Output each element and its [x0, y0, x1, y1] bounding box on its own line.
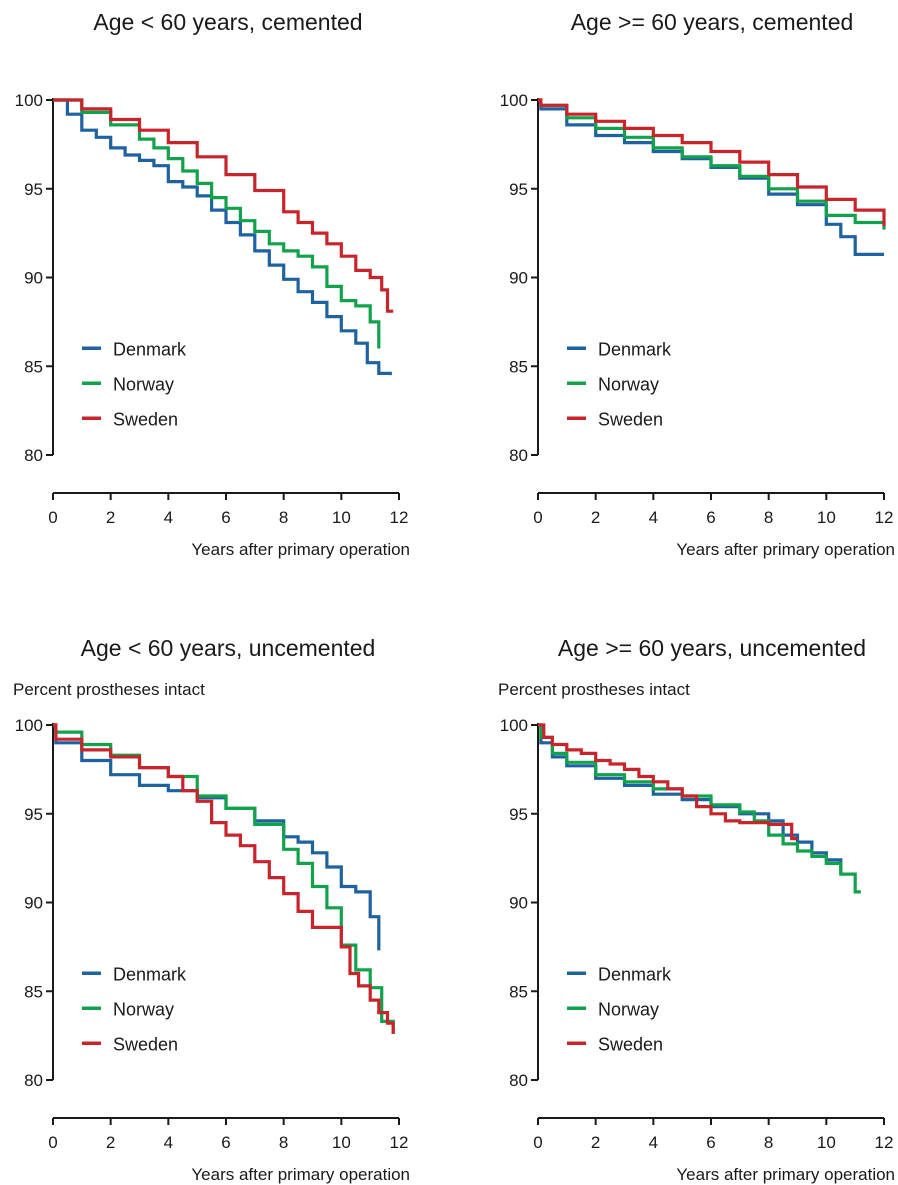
x-axis-label: Years after primary operation [191, 1165, 410, 1184]
y-tick-label: 85 [24, 982, 43, 1001]
x-axis-label: Years after primary operation [191, 540, 410, 559]
y-tick-label: 100 [500, 716, 528, 735]
x-tick-label: 8 [279, 1133, 288, 1152]
legend-label-sweden: Sweden [598, 409, 663, 429]
x-tick-label: 6 [706, 508, 715, 527]
x-tick-label: 0 [533, 1133, 542, 1152]
x-tick-label: 4 [649, 508, 658, 527]
x-tick-label: 2 [106, 1133, 115, 1152]
x-tick-label: 4 [164, 508, 173, 527]
y-axis-label: Percent prostheses intact [13, 680, 205, 699]
legend-label-norway: Norway [598, 374, 659, 394]
y-tick-label: 80 [509, 1071, 528, 1090]
y-axis-label: Percent prostheses intact [498, 680, 690, 699]
series-line-sweden [538, 98, 886, 226]
x-tick-label: 0 [48, 1133, 57, 1152]
series-line-norway [53, 98, 381, 349]
y-tick-label: 85 [509, 982, 528, 1001]
y-tick-label: 95 [24, 180, 43, 199]
x-tick-label: 10 [332, 508, 351, 527]
series-line-norway [538, 98, 886, 230]
chart-title: Age >= 60 years, uncemented [558, 635, 866, 661]
x-tick-label: 6 [221, 1133, 230, 1152]
legend-label-norway: Norway [598, 999, 659, 1019]
x-tick-label: 4 [164, 1133, 173, 1152]
series-line-denmark [53, 723, 381, 951]
legend-label-denmark: Denmark [113, 339, 187, 359]
x-tick-label: 2 [591, 1133, 600, 1152]
x-tick-label: 6 [706, 1133, 715, 1152]
x-tick-label: 4 [649, 1133, 658, 1152]
series-line-sweden [538, 723, 798, 841]
x-tick-label: 12 [390, 1133, 409, 1152]
y-tick-label: 90 [24, 894, 43, 913]
series-line-norway [538, 723, 861, 894]
legend-label-denmark: Denmark [113, 964, 187, 984]
chart-panel-4: Age >= 60 years, uncemented Percent prost… [498, 635, 895, 1184]
x-tick-label: 6 [221, 508, 230, 527]
y-tick-label: 90 [509, 894, 528, 913]
y-tick-label: 95 [24, 805, 43, 824]
chart-title: Age < 60 years, cemented [93, 9, 362, 35]
x-tick-label: 8 [764, 1133, 773, 1152]
chart-title: Age < 60 years, uncemented [81, 635, 376, 661]
x-tick-label: 10 [817, 508, 836, 527]
legend-label-norway: Norway [113, 374, 174, 394]
series-line-denmark [538, 98, 884, 256]
legend-label-sweden: Sweden [113, 1034, 178, 1054]
y-tick-label: 80 [24, 1071, 43, 1090]
x-tick-label: 12 [875, 1133, 894, 1152]
y-tick-label: 100 [500, 91, 528, 110]
chart-title: Age >= 60 years, cemented [571, 9, 854, 35]
y-tick-label: 85 [24, 357, 43, 376]
series-line-denmark [538, 723, 843, 875]
series-line-denmark [53, 98, 392, 376]
y-tick-label: 100 [15, 91, 43, 110]
y-tick-label: 80 [509, 446, 528, 465]
y-tick-label: 95 [509, 180, 528, 199]
legend-label-norway: Norway [113, 999, 174, 1019]
y-tick-label: 80 [24, 446, 43, 465]
x-axis-label: Years after primary operation [676, 540, 895, 559]
x-tick-label: 2 [591, 508, 600, 527]
chart-panel-1: Age < 60 years, cemented 80 85 90 95 100 0 2 4 6 8… [15, 9, 410, 559]
chart-panel-3: Age < 60 years, uncemented Percent prosth… [13, 635, 410, 1184]
x-tick-label: 12 [390, 508, 409, 527]
x-tick-label: 8 [279, 508, 288, 527]
y-tick-label: 90 [509, 269, 528, 288]
series-line-sweden [53, 98, 394, 313]
x-tick-label: 8 [764, 508, 773, 527]
legend-label-denmark: Denmark [598, 339, 672, 359]
x-tick-label: 10 [332, 1133, 351, 1152]
legend-label-sweden: Sweden [598, 1034, 663, 1054]
legend-label-sweden: Sweden [113, 409, 178, 429]
x-tick-label: 10 [817, 1133, 836, 1152]
x-tick-label: 0 [48, 508, 57, 527]
legend-label-denmark: Denmark [598, 964, 672, 984]
y-tick-label: 85 [509, 357, 528, 376]
chart-panel-2: Age >= 60 years, cemented 80 85 90 95 100 0 2 4 6… [500, 9, 895, 559]
y-tick-label: 90 [24, 269, 43, 288]
x-tick-label: 2 [106, 508, 115, 527]
series-line-sweden [53, 723, 395, 1034]
y-tick-label: 95 [509, 805, 528, 824]
x-tick-label: 12 [875, 508, 894, 527]
x-tick-label: 0 [533, 508, 542, 527]
y-tick-label: 100 [15, 716, 43, 735]
x-axis-label: Years after primary operation [676, 1165, 895, 1184]
